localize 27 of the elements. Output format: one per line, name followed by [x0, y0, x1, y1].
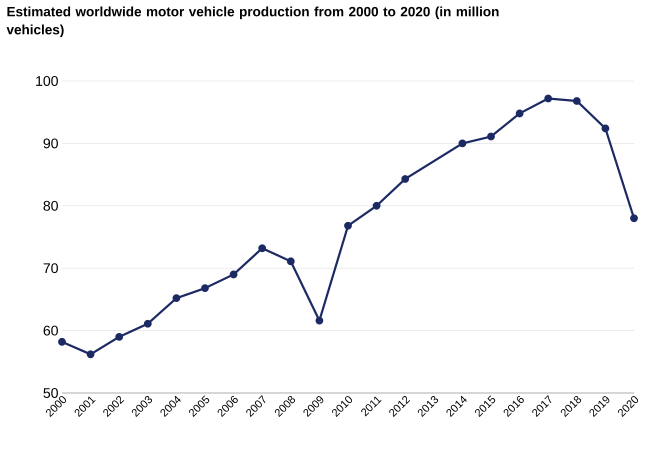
point	[115, 332, 124, 341]
y-tick-label: 50	[43, 388, 58, 398]
point	[572, 97, 581, 105]
y-tick-label: 90	[44, 138, 58, 148]
point	[144, 320, 152, 328]
point	[401, 175, 410, 183]
point	[487, 132, 495, 140]
point	[86, 350, 94, 358]
point	[602, 124, 610, 132]
point	[172, 294, 180, 302]
point	[458, 140, 466, 148]
y-tick-label: 100	[36, 76, 58, 86]
y-tick-label: 70	[44, 263, 58, 274]
point	[258, 244, 266, 252]
point	[201, 284, 209, 292]
point	[286, 257, 295, 266]
point	[230, 270, 238, 278]
chart-title: Estimated worldwide motor vehicle production from 2000 to 2020 (in million vehicles)	[6, 6, 499, 38]
point	[58, 338, 66, 346]
point	[630, 214, 638, 222]
y-tick-label: 80	[44, 200, 58, 211]
point	[516, 110, 524, 118]
point	[316, 316, 324, 325]
point	[344, 222, 352, 230]
point	[544, 94, 552, 102]
y-tick-label: 60	[44, 326, 58, 336]
point	[372, 202, 380, 210]
